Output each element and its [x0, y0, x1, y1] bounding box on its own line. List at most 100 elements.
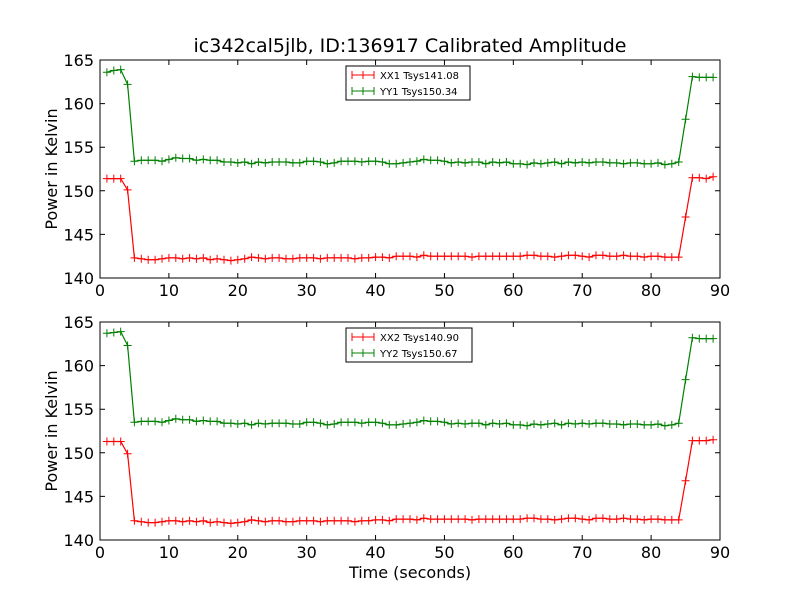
data-point	[220, 419, 228, 428]
data-point	[337, 418, 346, 427]
data-point	[681, 375, 690, 384]
data-point	[633, 515, 642, 524]
data-point	[123, 185, 132, 194]
data-point	[502, 158, 511, 166]
data-point	[178, 154, 187, 163]
data-point	[192, 417, 201, 426]
data-point	[536, 515, 545, 524]
data-point	[702, 174, 711, 183]
data-point	[688, 72, 697, 81]
data-point	[468, 253, 476, 262]
data-point	[640, 515, 649, 524]
data-point	[626, 515, 635, 524]
x-tick-label: 40	[365, 543, 385, 562]
data-point	[654, 420, 662, 428]
data-point	[406, 158, 414, 166]
data-point	[564, 514, 573, 523]
data-point	[144, 255, 153, 264]
data-point	[330, 253, 339, 262]
data-point	[385, 516, 394, 525]
data-point	[454, 515, 463, 524]
data-point	[199, 155, 208, 164]
data-point	[158, 254, 166, 263]
data-point	[640, 253, 649, 262]
x-tick-label: 10	[159, 543, 179, 562]
data-point	[523, 160, 532, 169]
data-point	[144, 156, 153, 165]
data-point	[378, 158, 387, 166]
x-tick-label: 0	[95, 281, 105, 300]
data-point	[709, 172, 718, 181]
data-point	[275, 516, 284, 525]
data-point	[530, 420, 538, 428]
data-point	[619, 251, 628, 260]
data-point	[474, 158, 483, 166]
data-point	[406, 252, 414, 261]
data-point	[192, 254, 201, 263]
data-point	[371, 515, 380, 524]
data-point	[619, 420, 628, 429]
data-point	[158, 517, 166, 526]
data-point	[364, 418, 373, 427]
data-point	[282, 517, 290, 526]
data-point	[316, 517, 325, 526]
y-tick-label: 145	[63, 225, 94, 244]
data-point	[660, 160, 669, 169]
data-point	[302, 418, 311, 427]
data-point	[640, 420, 649, 429]
data-point	[192, 156, 201, 165]
data-point	[302, 253, 311, 262]
legend-swatch	[351, 71, 375, 79]
data-point	[164, 416, 173, 425]
data-point	[137, 254, 146, 263]
data-point	[323, 516, 332, 525]
data-point	[695, 436, 704, 445]
data-point	[137, 156, 146, 165]
data-point	[481, 252, 490, 261]
data-point	[199, 253, 208, 262]
data-point	[667, 253, 676, 262]
data-point	[171, 414, 180, 423]
data-point	[378, 515, 387, 524]
data-point	[543, 515, 552, 524]
data-point	[605, 252, 614, 261]
data-point	[220, 255, 228, 264]
data-point	[254, 253, 263, 262]
data-point	[268, 253, 277, 262]
data-point	[337, 516, 346, 525]
data-point	[282, 158, 290, 166]
data-point	[412, 253, 421, 262]
data-point	[654, 252, 662, 261]
x-tick-label: 50	[434, 543, 454, 562]
y-tick-label: 160	[63, 357, 94, 376]
data-point	[688, 333, 697, 342]
data-point	[392, 515, 401, 524]
data-point	[254, 419, 263, 428]
data-point	[578, 515, 587, 524]
data-point	[571, 158, 580, 167]
data-point	[213, 417, 222, 426]
data-point	[667, 159, 676, 168]
data-point	[385, 420, 394, 429]
data-point	[598, 419, 607, 428]
data-point	[447, 420, 456, 428]
data-point	[516, 420, 525, 429]
data-point	[309, 418, 318, 427]
data-point	[116, 174, 125, 183]
data-point	[619, 514, 628, 523]
data-point	[130, 157, 139, 166]
data-point	[130, 253, 139, 262]
data-point	[226, 519, 235, 528]
data-point	[509, 420, 518, 429]
data-point	[350, 157, 359, 166]
data-point	[702, 73, 711, 82]
data-point	[516, 252, 525, 261]
data-point	[102, 68, 111, 77]
data-point	[337, 253, 346, 262]
data-point	[364, 516, 373, 525]
data-point	[178, 254, 187, 263]
data-point	[523, 251, 532, 260]
data-point	[592, 419, 600, 428]
data-point	[488, 515, 497, 524]
data-point	[233, 158, 242, 167]
